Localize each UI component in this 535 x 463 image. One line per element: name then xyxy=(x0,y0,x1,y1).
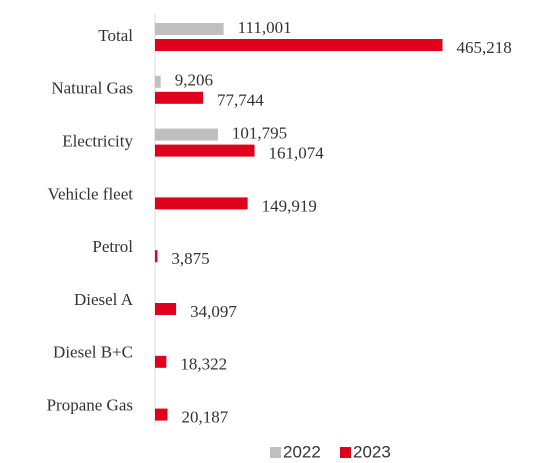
value-label: 9,206 xyxy=(175,71,213,90)
bar xyxy=(155,408,168,421)
category-label: Diesel B+C xyxy=(53,343,133,362)
legend-label: 2023 xyxy=(353,442,391,461)
value-label: 161,074 xyxy=(269,144,325,163)
category-label: Petrol xyxy=(92,237,133,256)
bar xyxy=(155,197,248,210)
legend-swatch xyxy=(340,447,351,458)
category-label: Diesel A xyxy=(74,290,134,309)
legend-label: 2022 xyxy=(283,442,321,461)
legend-swatch xyxy=(270,447,281,458)
value-label: 20,187 xyxy=(181,408,228,427)
category-label: Total xyxy=(98,26,133,45)
bar xyxy=(155,250,158,263)
value-label: 34,097 xyxy=(190,302,237,321)
bar xyxy=(155,144,255,157)
value-label: 77,744 xyxy=(217,91,264,110)
bar xyxy=(155,128,218,141)
bar xyxy=(155,91,204,104)
category-label: Propane Gas xyxy=(47,396,133,415)
value-label: 3,875 xyxy=(171,249,209,268)
value-label: 111,001 xyxy=(238,18,292,37)
value-label: 465,218 xyxy=(457,38,512,57)
value-label: 149,919 xyxy=(262,196,317,215)
value-label: 101,795 xyxy=(232,124,287,143)
value-label: 18,322 xyxy=(180,355,227,374)
category-label: Natural Gas xyxy=(51,79,133,98)
category-label: Electricity xyxy=(62,132,133,151)
bar xyxy=(155,39,443,51)
bar xyxy=(155,303,177,315)
bar xyxy=(155,355,167,368)
bar xyxy=(155,75,161,88)
bar xyxy=(155,23,224,35)
category-label: Vehicle fleet xyxy=(48,184,134,203)
